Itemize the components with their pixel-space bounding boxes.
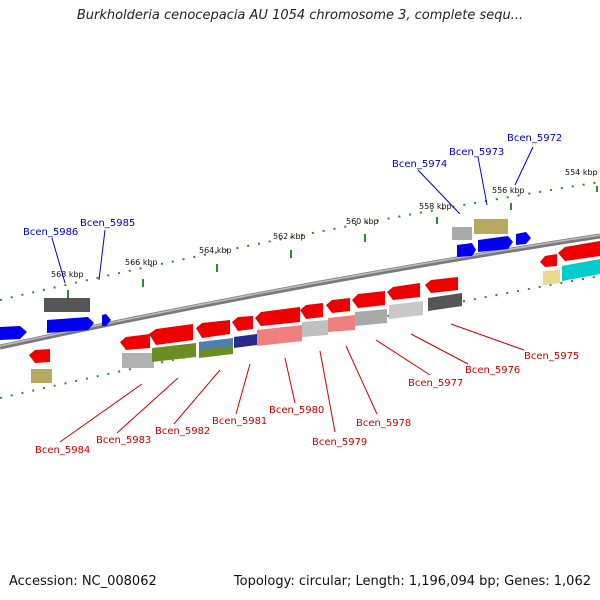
gene-arrow[interactable] <box>120 334 150 350</box>
scale-label: 558 kbp <box>419 202 452 211</box>
gene-block[interactable] <box>152 343 196 362</box>
gene-arrow[interactable] <box>558 241 600 261</box>
leader-lines-forward <box>51 146 534 284</box>
scale-label: 566 kbp <box>125 258 158 267</box>
gene-arrow[interactable] <box>300 303 323 319</box>
gene-label: Bcen_5986 <box>23 227 78 238</box>
gene-label: Bcen_5975 <box>524 351 579 362</box>
gene-label: Bcen_5985 <box>80 218 135 229</box>
gene-block[interactable] <box>562 259 600 281</box>
gene-arrow[interactable] <box>326 298 350 313</box>
gene-label: Bcen_5976 <box>465 365 520 376</box>
scale-label: 568 kbp <box>51 270 84 279</box>
gene-arrow[interactable] <box>102 314 111 326</box>
gene-block[interactable] <box>302 320 328 337</box>
accession-label: Accession: NC_008062 <box>9 574 157 589</box>
gene-label: Bcen_5984 <box>35 445 90 456</box>
scale-ticks <box>67 186 598 298</box>
scale-labels: 554 kbp 556 kbp 558 kbp 560 kbp 562 kbp … <box>51 168 598 279</box>
gene-arrow[interactable] <box>516 232 531 245</box>
scale-label: 554 kbp <box>565 168 598 177</box>
gene-arrow[interactable] <box>0 326 27 340</box>
gene-block[interactable] <box>31 369 52 383</box>
gene-label: Bcen_5978 <box>356 418 411 429</box>
scale-label: 564 kbp <box>199 246 232 255</box>
gene-arrow[interactable] <box>149 324 193 345</box>
gene-block[interactable] <box>452 227 472 240</box>
gene-arrow[interactable] <box>29 349 50 363</box>
gene-arrow[interactable] <box>196 320 230 338</box>
gene-block[interactable] <box>355 309 387 326</box>
gene-label: Bcen_5983 <box>96 435 151 446</box>
gene-block[interactable] <box>257 325 302 346</box>
genome-summary-label: Topology: circular; Length: 1,196,094 bp… <box>233 574 591 589</box>
gene-block[interactable] <box>199 346 233 358</box>
gene-label: Bcen_5980 <box>269 405 324 416</box>
gene-label: Bcen_5972 <box>507 133 562 144</box>
gene-arrow[interactable] <box>352 291 385 308</box>
gene-arrow[interactable] <box>47 317 94 333</box>
gene-arrow[interactable] <box>540 254 557 267</box>
scale-label: 562 kbp <box>273 232 306 241</box>
gene-block[interactable] <box>122 353 154 368</box>
gene-block[interactable] <box>389 301 423 319</box>
scale-label: 556 kbp <box>492 186 525 195</box>
gene-arrow[interactable] <box>232 316 253 331</box>
gene-block[interactable] <box>328 315 355 332</box>
gene-block[interactable] <box>474 219 508 234</box>
gene-label: Bcen_5977 <box>408 378 463 389</box>
gene-label: Bcen_5981 <box>212 416 267 427</box>
gene-labels-forward: Bcen_5972 Bcen_5973 Bcen_5974 Bcen_5985 … <box>23 133 562 238</box>
map-title: Burkholderia cenocepacia AU 1054 chromos… <box>76 8 524 23</box>
gene-labels-reverse: Bcen_5975 Bcen_5976 Bcen_5977 Bcen_5978 … <box>35 351 579 456</box>
gene-arrow[interactable] <box>255 307 300 326</box>
reverse-genes <box>29 241 600 383</box>
gene-block[interactable] <box>44 298 90 312</box>
gene-label: Bcen_5974 <box>392 159 447 170</box>
leader-lines-reverse <box>59 323 525 443</box>
gene-arrow[interactable] <box>425 277 458 293</box>
gene-label: Bcen_5979 <box>312 437 367 448</box>
gene-block[interactable] <box>234 334 257 348</box>
gene-arrow[interactable] <box>387 283 420 300</box>
scale-label: 560 kbp <box>346 217 379 226</box>
gene-arrow[interactable] <box>457 243 476 257</box>
gene-arrow[interactable] <box>478 236 513 252</box>
gene-label: Bcen_5973 <box>449 147 504 158</box>
gene-label: Bcen_5982 <box>155 426 210 437</box>
gene-block[interactable] <box>428 293 462 311</box>
gene-block[interactable] <box>543 270 560 285</box>
forward-genes <box>0 219 531 340</box>
